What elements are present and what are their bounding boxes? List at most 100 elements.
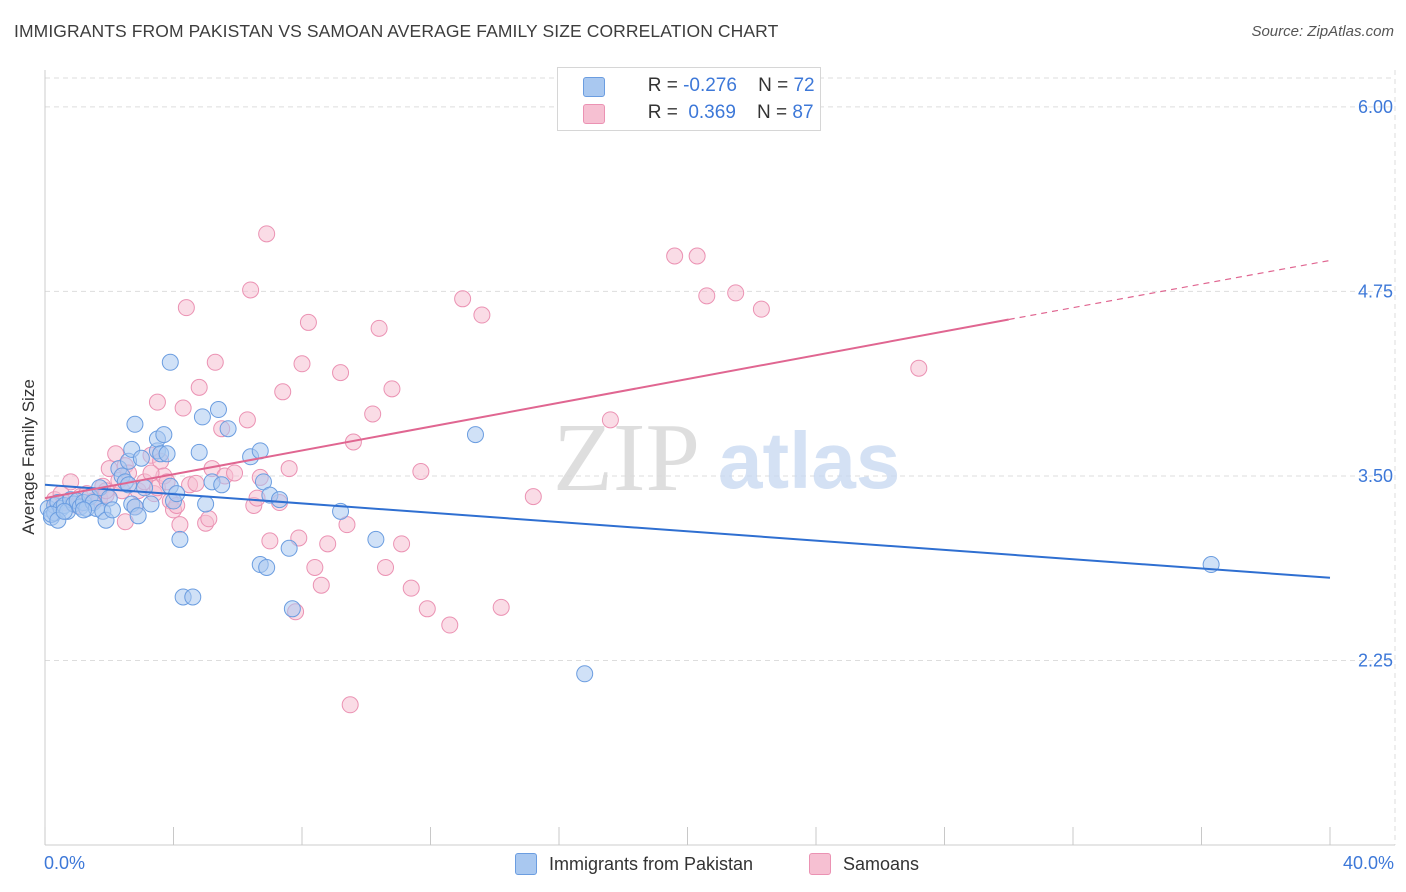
samoan-point (492, 598, 510, 616)
samoan-point (238, 411, 256, 429)
samoan-point (752, 300, 770, 318)
pakistan-point (132, 449, 150, 467)
samoan-point (261, 532, 279, 550)
y-tick-label: 4.75 (1358, 281, 1393, 301)
samoan-point (364, 405, 382, 423)
samoan-point (666, 247, 684, 265)
legend-item-samoans: Samoans (809, 852, 919, 876)
samoan-point (418, 600, 436, 618)
samoan-point (393, 535, 411, 553)
pakistan-point (466, 426, 484, 444)
samoan-point (293, 355, 311, 373)
samoan-point (524, 488, 542, 506)
legend-label: Samoans (843, 853, 920, 874)
samoan-point (473, 306, 491, 324)
samoan-point (910, 359, 928, 377)
samoan-point (688, 247, 706, 265)
pakistan-point (55, 502, 73, 520)
samoan-point (274, 383, 292, 401)
samoan-point (200, 510, 218, 528)
r-value: -0.276 (683, 75, 737, 96)
samoan-point (312, 576, 330, 594)
watermark-zip: ZIP (553, 404, 700, 512)
y-axis-label: Average Family Size (19, 379, 38, 535)
legend-row-samoans: R = 0.369 N = 87 (583, 100, 814, 126)
pakistan-point (280, 539, 298, 557)
pakistan-point (129, 507, 147, 525)
grid-lines (45, 70, 1396, 845)
r-label: R = (647, 75, 684, 96)
samoan-point (171, 516, 189, 534)
samoan-point (727, 284, 745, 302)
n-label: N = (758, 75, 794, 96)
legend-item-pakistan: Immigrants from Pakistan (515, 852, 753, 876)
pakistan-point (576, 665, 594, 683)
pakistan-point (161, 353, 179, 371)
samoan-point (454, 290, 472, 308)
samoan-point (258, 225, 276, 243)
tick-labels: 2.25 3.50 4.75 6.00 0.0% 40.0% (44, 97, 1394, 873)
legend-swatch (809, 853, 831, 875)
correlation-legend: R = -0.276 N = 72 R = 0.369 N = 87 (557, 67, 821, 131)
pakistan-point (126, 415, 144, 433)
axes (44, 70, 1395, 846)
samoan-point (377, 558, 395, 576)
source-label: Source: ZipAtlas.com (1251, 23, 1394, 40)
legend-swatch (515, 853, 537, 875)
samoan-point (299, 313, 317, 331)
pakistan-point (209, 401, 227, 419)
chart-title: IMMIGRANTS FROM PAKISTAN VS SAMOAN AVERA… (14, 21, 779, 41)
y-tick-label: 6.00 (1358, 97, 1393, 117)
y-tick-label: 3.50 (1358, 466, 1393, 486)
x-tick-label: 0.0% (44, 853, 85, 873)
samoan-point (441, 616, 459, 634)
pakistan-point (184, 588, 202, 606)
legend-swatch-samoans (583, 104, 605, 124)
pakistan-point (158, 445, 176, 463)
pakistan-point (190, 443, 208, 461)
n-value: 72 (793, 75, 815, 96)
samoan-point (383, 380, 401, 398)
samoan-point (242, 281, 260, 299)
samoan-point (177, 299, 195, 317)
pakistan-point (155, 426, 173, 444)
samoan-point (280, 460, 298, 478)
samoan-point (341, 696, 359, 714)
pakistan-point (271, 491, 289, 509)
samoan-trend-line (44, 318, 1009, 500)
samoan-point (370, 319, 388, 337)
watermark-atlas: atlas (718, 416, 900, 505)
pakistan-point (219, 420, 237, 438)
legend-swatch-pakistan (583, 77, 605, 97)
samoan-point (148, 393, 166, 411)
legend-row-pakistan: R = -0.276 N = 72 (583, 73, 815, 99)
pakistan-point (193, 408, 211, 426)
samoan-point (601, 411, 619, 429)
samoan-point (174, 399, 192, 417)
trend-lines (44, 259, 1331, 579)
samoan-point (412, 463, 430, 481)
pakistan-point (258, 558, 276, 576)
pakistan-point (283, 600, 301, 618)
legend-label: Immigrants from Pakistan (549, 853, 754, 874)
pakistan-point (213, 476, 231, 494)
pakistan-point (103, 501, 121, 519)
pakistan-trend-line (44, 483, 1331, 579)
r-label: R = (647, 102, 684, 123)
x-tick-label: 40.0% (1343, 853, 1394, 873)
pakistan-point (197, 495, 215, 513)
n-value: 87 (792, 102, 814, 123)
samoan-point (206, 353, 224, 371)
pakistan-point (142, 495, 160, 513)
samoan-point (226, 464, 244, 482)
pakistan-point (367, 530, 385, 548)
y-tick-label: 2.25 (1358, 650, 1393, 670)
pakistan-point (75, 501, 93, 519)
samoan-point (402, 579, 420, 597)
watermark: ZIP atlas (553, 404, 900, 512)
samoan-point (319, 535, 337, 553)
samoan-trend-extension (1008, 259, 1331, 321)
samoan-point (187, 474, 205, 492)
n-label: N = (757, 102, 793, 123)
samoan-point (332, 364, 350, 382)
